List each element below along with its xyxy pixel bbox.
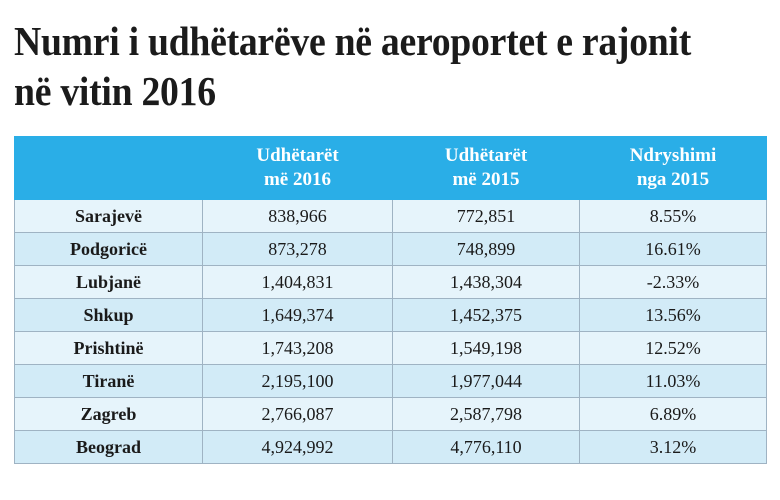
city-cell: Shkup (14, 298, 203, 332)
table-row: Sarajevë 838,966 772,851 8.55% (14, 199, 767, 233)
passengers-2016-cell: 1,743,208 (202, 331, 393, 365)
passengers-2015-cell: 4,776,110 (392, 430, 580, 464)
city-cell: Tiranë (14, 364, 203, 398)
passengers-2016-cell: 1,649,374 (202, 298, 393, 332)
passengers-2015-cell: 2,587,798 (392, 397, 580, 431)
header-change-line2: nga 2015 (636, 169, 710, 190)
table-row: Podgoricë 873,278 748,899 16.61% (14, 232, 767, 266)
table-row: Lubjanë 1,404,831 1,438,304 -2.33% (14, 265, 767, 299)
table-header-row: Udhëtarët më 2016 Udhëtarët më 2015 Ndry… (14, 136, 767, 200)
change-cell: 11.03% (579, 364, 767, 398)
passengers-2015-cell: 1,438,304 (392, 265, 580, 299)
city-cell: Beograd (14, 430, 203, 464)
table-row: Zagreb 2,766,087 2,587,798 6.89% (14, 397, 767, 431)
change-cell: 12.52% (579, 331, 767, 365)
change-cell: 8.55% (579, 199, 767, 233)
passengers-2016-cell: 2,766,087 (202, 397, 393, 431)
header-passengers-2016: Udhëtarët më 2016 (202, 136, 393, 200)
header-passengers-2015: Udhëtarët më 2015 (392, 136, 580, 200)
passengers-2016-cell: 1,404,831 (202, 265, 393, 299)
table-body: Sarajevë 838,966 772,851 8.55% Podgoricë… (14, 199, 767, 464)
header-passengers-2015-line1: Udhëtarët (444, 145, 528, 166)
table-row: Tiranë 2,195,100 1,977,044 11.03% (14, 364, 767, 398)
city-cell: Podgoricë (14, 232, 203, 266)
table-row: Shkup 1,649,374 1,452,375 13.56% (14, 298, 767, 332)
passengers-2015-cell: 1,452,375 (392, 298, 580, 332)
change-cell: 16.61% (579, 232, 767, 266)
passengers-2016-cell: 4,924,992 (202, 430, 393, 464)
passengers-2015-cell: 1,549,198 (392, 331, 580, 365)
page-title: Numri i udhëtarëve në aeroportet e rajon… (14, 18, 691, 114)
header-city (14, 136, 203, 200)
passengers-2015-cell: 1,977,044 (392, 364, 580, 398)
passengers-2016-cell: 838,966 (202, 199, 393, 233)
change-cell: 6.89% (579, 397, 767, 431)
city-cell: Lubjanë (14, 265, 203, 299)
table-row: Beograd 4,924,992 4,776,110 3.12% (14, 430, 767, 464)
header-change-line1: Ndryshimi (629, 145, 717, 166)
city-cell: Zagreb (14, 397, 203, 431)
header-passengers-2016-line2: më 2016 (263, 169, 331, 190)
city-cell: Sarajevë (14, 199, 203, 233)
city-cell: Prishtinë (14, 331, 203, 365)
passenger-table: Udhëtarët më 2016 Udhëtarët më 2015 Ndry… (14, 136, 767, 464)
header-passengers-2016-line1: Udhëtarët (256, 145, 339, 166)
change-cell: 13.56% (579, 298, 767, 332)
change-cell: 3.12% (579, 430, 767, 464)
passengers-2016-cell: 873,278 (202, 232, 393, 266)
passengers-2015-cell: 772,851 (392, 199, 580, 233)
header-passengers-2015-line2: më 2015 (452, 169, 520, 190)
change-cell: -2.33% (579, 265, 767, 299)
table-row: Prishtinë 1,743,208 1,549,198 12.52% (14, 331, 767, 365)
passengers-2015-cell: 748,899 (392, 232, 580, 266)
passengers-2016-cell: 2,195,100 (202, 364, 393, 398)
header-change: Ndryshimi nga 2015 (579, 136, 767, 200)
